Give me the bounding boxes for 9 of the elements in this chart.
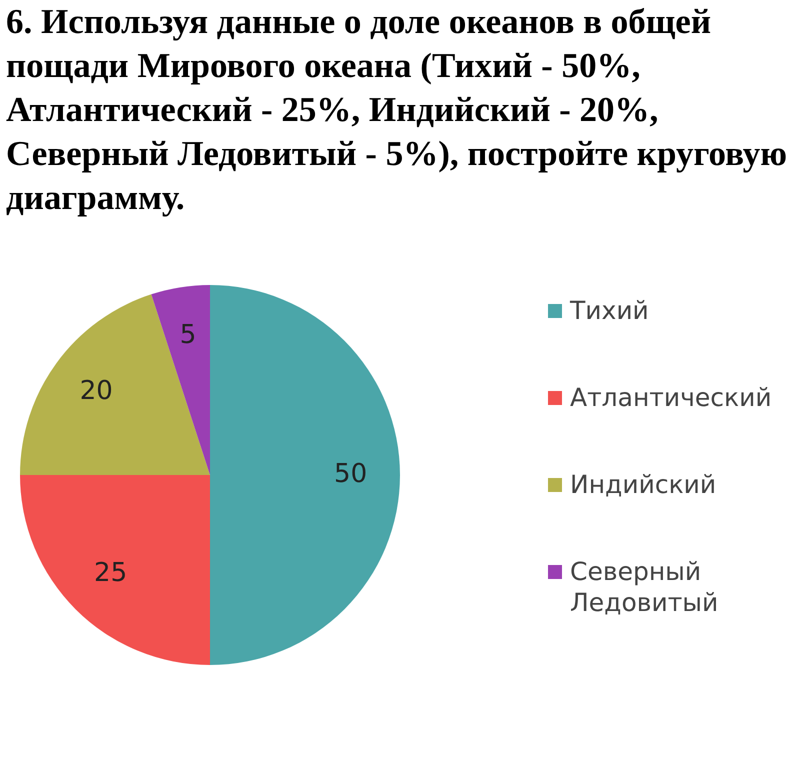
data-label: 5 <box>180 320 196 350</box>
legend-label: Северный Ледовитый <box>570 556 720 618</box>
data-label: 20 <box>80 376 113 406</box>
legend-label: Индийский <box>570 469 716 500</box>
chart-title: 6. Используя данные о доле океанов в общей пощади Мирового океана (Тихий - 50%, Атлантический - 25%, Индийский - 20%, Северный Ледовитый - 5%), постройте круговую диаграмму. <box>6 1 788 219</box>
legend-label: Атлантический <box>570 382 772 413</box>
data-label: 25 <box>94 558 128 588</box>
legend-label: Тихий <box>570 295 649 326</box>
data-label: 50 <box>334 458 368 489</box>
